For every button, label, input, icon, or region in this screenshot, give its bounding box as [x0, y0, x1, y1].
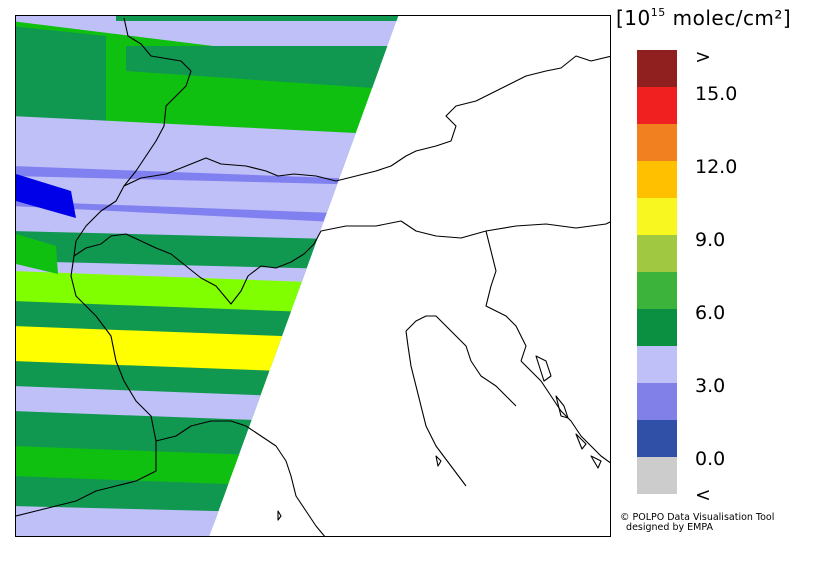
legend-swatch: [637, 346, 677, 383]
legend-swatch: [637, 309, 677, 346]
swath-band: [16, 136, 399, 181]
border-line: [405, 315, 517, 407]
legend-swatch: [637, 235, 677, 272]
border-line: [485, 230, 527, 362]
border-line: [335, 55, 610, 182]
legend-tick-label: <: [695, 484, 711, 506]
border-line: [405, 330, 467, 487]
legend-swatch: [637, 272, 677, 309]
credit-line-2: designed by EMPA: [626, 522, 713, 533]
border-line: [73, 185, 125, 257]
border-line: [520, 360, 610, 464]
border-line: [320, 220, 610, 239]
border-line: [535, 355, 552, 382]
swath-band: [16, 176, 399, 216]
satellite-swath: [16, 16, 399, 536]
border-line: [155, 420, 326, 536]
map-panel[interactable]: [15, 15, 611, 537]
legend-swatch: [637, 198, 677, 235]
swath-band: [116, 16, 399, 21]
border-line: [575, 433, 587, 450]
legend-tick-label: 9.0: [695, 228, 726, 251]
border-line: [123, 17, 192, 187]
swath-band: [126, 46, 399, 91]
border-line: [435, 455, 442, 467]
border-line: [590, 455, 602, 469]
satellite-swath-map[interactable]: [16, 16, 611, 537]
border-line: [70, 255, 157, 442]
credit-line-1: © POLPO Data Visualisation Tool: [620, 512, 775, 523]
legend-unit-title: [1015 molec/cm²]: [616, 6, 792, 30]
border-line: [16, 441, 157, 517]
legend-tick-label: 12.0: [695, 155, 738, 178]
credit-text: © POLPO Data Visualisation Tool designed…: [620, 513, 774, 533]
legend-swatch: [637, 457, 677, 494]
legend-tick-label: 3.0: [695, 374, 726, 397]
border-line: [73, 230, 322, 305]
swath-pixel: [16, 234, 58, 274]
swath-band: [16, 26, 106, 146]
border-line: [277, 510, 282, 521]
legend-swatch: [637, 383, 677, 420]
border-line: [555, 395, 569, 419]
legend-tick-label: 15.0: [695, 82, 738, 105]
legend-swatch: [637, 87, 677, 124]
border-line: [123, 157, 337, 187]
legend-swatch: [637, 50, 677, 87]
country-borders: [16, 17, 610, 536]
legend-tick-label: 0.0: [695, 447, 726, 470]
legend-tick-label: 6.0: [695, 301, 726, 324]
legend-swatch: [637, 124, 677, 161]
legend-swatch: [637, 420, 677, 457]
swath-pixel-high: [16, 174, 76, 218]
legend-swatch: [637, 161, 677, 198]
legend-tick-label: >: [695, 46, 711, 68]
